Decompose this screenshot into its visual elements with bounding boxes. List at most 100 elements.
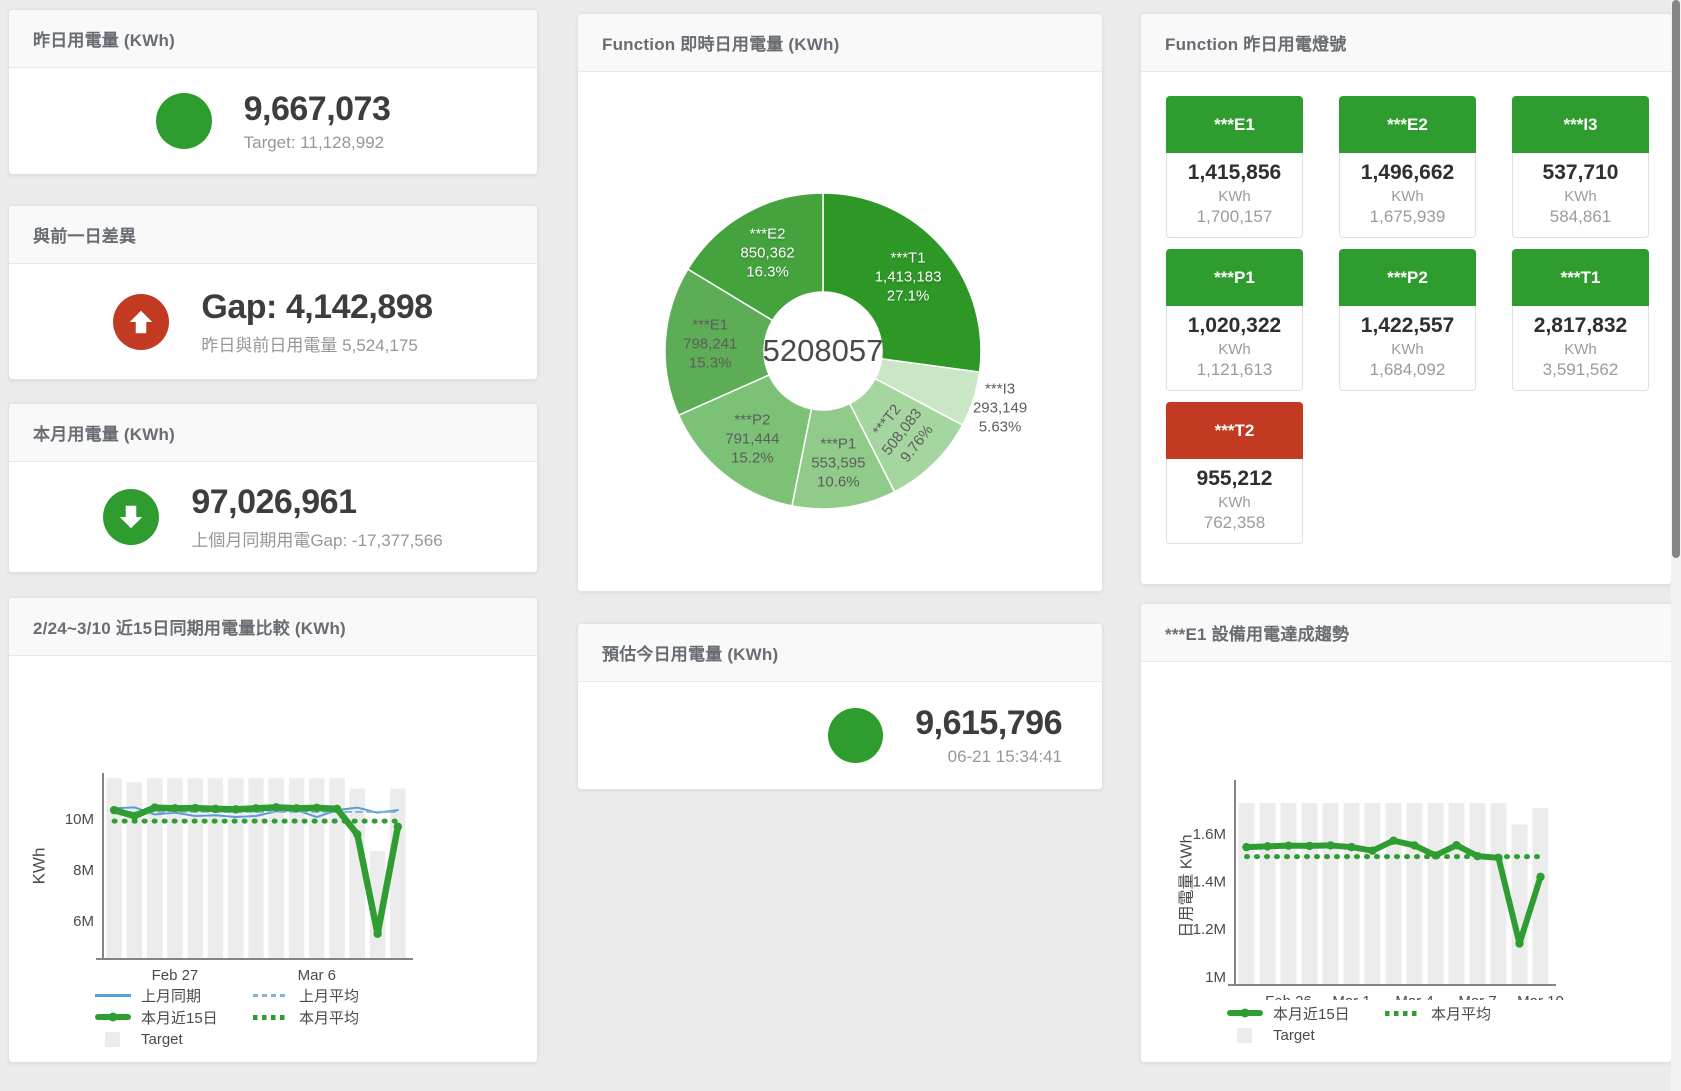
stat-body: Gap: 4,142,898 昨日與前日用電量 5,524,175 xyxy=(9,264,537,379)
scrollbar-track[interactable] xyxy=(1671,0,1681,1091)
tile-target: 1,700,157 xyxy=(1196,207,1273,226)
panel-yesterday-usage: 昨日用電量 (KWh) 9,667,073 Target: 11,128,992 xyxy=(8,9,538,175)
panel-compare-chart: 2/24~3/10 近15日同期用電量比較 (KWh) 6M 8M 10M Feb 2… xyxy=(8,597,538,1063)
status-tile-E2[interactable]: ***E2 1,496,662 KWh 1,675,939 xyxy=(1339,96,1476,238)
tile-value: 1,415,856 xyxy=(1187,161,1282,184)
stat-timestamp: 06-21 15:34:41 xyxy=(947,747,1062,766)
svg-text:Mar 10: Mar 10 xyxy=(1517,993,1564,1000)
legend-item[interactable]: 本月近15日 xyxy=(1227,1002,1385,1024)
panel-e1-trend: ***E1 設備用電達成趨勢 1M 1.2M 1.4M 1.6M Feb 26 Mar 1… xyxy=(1140,603,1672,1063)
tile-target: 1,121,613 xyxy=(1196,360,1273,379)
status-tile-P1[interactable]: ***P1 1,020,322 KWh 1,121,613 xyxy=(1166,249,1303,391)
y-axis-label: KWh xyxy=(29,847,49,885)
tile-unit: KWh xyxy=(1564,188,1597,205)
compare-line-chart[interactable]: 6M 8M 10M Feb 27 Mar 6 xyxy=(9,598,539,984)
svg-text:Mar 7: Mar 7 xyxy=(1458,993,1496,1000)
svg-text:1.6M: 1.6M xyxy=(1193,826,1226,843)
legend-swatch-box-icon xyxy=(1237,1027,1252,1043)
tile-header: ***T1 xyxy=(1512,249,1649,306)
tile-target: 584,861 xyxy=(1549,207,1612,226)
svg-text:1.4M: 1.4M xyxy=(1193,874,1226,891)
legend-item[interactable]: 本月平均 xyxy=(1385,1002,1543,1024)
donut-chart[interactable]: ***T1 1,413,183 27.1% ***I3 293,149 5.63% ***T… xyxy=(578,72,1104,592)
tile-target: 1,675,939 xyxy=(1369,207,1446,226)
panel-header: Function 昨日用電燈號 xyxy=(1141,14,1671,72)
legend-swatch-dash-icon xyxy=(253,993,289,997)
legend-label: 本月平均 xyxy=(299,1009,360,1027)
stat-body: 97,026,961 上個月同期用電Gap: -17,377,566 xyxy=(9,462,537,572)
svg-text:6M: 6M xyxy=(73,913,94,930)
status-tile-T2[interactable]: ***T2 955,212 KWh 762,358 xyxy=(1166,402,1303,544)
green-status-circle-icon xyxy=(155,93,212,149)
panel-title: 與前一日差異 xyxy=(33,227,137,246)
panel-header: 昨日用電量 (KWh) xyxy=(9,10,537,68)
stat-body: 9,667,073 Target: 11,128,992 xyxy=(9,68,537,174)
status-tile-T1[interactable]: ***T1 2,817,832 KWh 3,591,562 xyxy=(1512,249,1649,391)
tiles-grid: ***E1 1,415,856 KWh 1,700,157 ***E2 1,496,662… xyxy=(1166,96,1649,544)
panel-header: 與前一日差異 xyxy=(9,206,537,264)
tile-body: 2,817,832 KWh 3,591,562 xyxy=(1512,306,1649,391)
svg-text:8M: 8M xyxy=(73,862,94,879)
status-tile-P2[interactable]: ***P2 1,422,557 KWh 1,684,092 xyxy=(1339,249,1476,391)
legend-item[interactable]: 本月平均 xyxy=(253,1006,411,1028)
svg-text:Mar 1: Mar 1 xyxy=(1332,993,1370,1000)
panel-header: 本月用電量 (KWh) xyxy=(9,404,537,462)
tile-value: 537,710 xyxy=(1542,161,1619,184)
svg-text:Mar 6: Mar 6 xyxy=(298,967,336,984)
legend-label: 本月平均 xyxy=(1431,1005,1492,1023)
chart-legend: 本月近15日 本月平均 Target xyxy=(1227,1002,1557,1046)
panel-title: 昨日用電量 (KWh) xyxy=(33,31,175,50)
status-tile-I3[interactable]: ***I3 537,710 KWh 584,861 xyxy=(1512,96,1649,238)
legend-label: 上月平均 xyxy=(299,987,360,1005)
donut-svg[interactable] xyxy=(578,72,1104,592)
svg-text:Mar 4: Mar 4 xyxy=(1395,993,1433,1000)
panel-header: 預估今日用電量 (KWh) xyxy=(578,624,1102,682)
panel-header: 2/24~3/10 近15日同期用電量比較 (KWh) xyxy=(9,598,537,656)
legend-swatch-dots-icon xyxy=(253,1014,289,1020)
legend-label: Target xyxy=(1273,1026,1315,1044)
panel-title: Function 即時日用電量 (KWh) xyxy=(602,35,840,54)
panel-title: Function 昨日用電燈號 xyxy=(1165,35,1347,54)
legend-swatch-line-icon xyxy=(95,993,131,997)
tile-header: ***E2 xyxy=(1339,96,1476,153)
tile-value: 1,020,322 xyxy=(1187,314,1282,337)
tile-unit: KWh xyxy=(1391,341,1424,358)
green-status-circle-icon xyxy=(828,708,884,763)
donut-slice-E2[interactable] xyxy=(686,192,824,322)
panel-estimate-today: 預估今日用電量 (KWh) 9,615,796 06-21 15:34:41 xyxy=(577,623,1103,790)
tile-value: 955,212 xyxy=(1196,467,1273,490)
tile-unit: KWh xyxy=(1218,341,1251,358)
tile-header: ***I3 xyxy=(1512,96,1649,153)
legend-label: 本月近15日 xyxy=(1273,1005,1350,1023)
tile-target: 3,591,562 xyxy=(1542,360,1619,379)
tile-value: 2,817,832 xyxy=(1533,314,1628,337)
tile-unit: KWh xyxy=(1218,494,1251,511)
legend-item[interactable]: 上月同期 xyxy=(95,984,253,1006)
panel-day-gap: 與前一日差異 Gap: 4,142,898 昨日與前日用電量 5,524,175 xyxy=(8,205,538,380)
panel-title: ***E1 設備用電達成趨勢 xyxy=(1165,625,1350,644)
up-arrow-icon xyxy=(113,293,170,350)
svg-text:1M: 1M xyxy=(1205,969,1226,986)
donut-slice-E1[interactable] xyxy=(664,268,774,417)
legend-item[interactable]: 上月平均 xyxy=(253,984,411,1006)
tile-target: 762,358 xyxy=(1203,513,1266,532)
down-arrow-icon xyxy=(103,489,160,545)
legend-item[interactable]: 本月近15日 xyxy=(95,1006,253,1028)
status-tile-E1[interactable]: ***E1 1,415,856 KWh 1,700,157 xyxy=(1166,96,1303,238)
donut-slice-T1[interactable] xyxy=(822,192,982,373)
scrollbar-thumb[interactable] xyxy=(1672,0,1680,558)
panel-status-tiles: Function 昨日用電燈號 ***E1 1,415,856 KWh 1,700,1… xyxy=(1140,13,1672,585)
trend-line-chart[interactable]: 1M 1.2M 1.4M 1.6M Feb 26 Mar 1 Mar 4 Mar 7 Mar 1… xyxy=(1141,604,1673,1000)
legend-item[interactable]: Target xyxy=(95,1028,253,1050)
donut-center-total: 5208057 xyxy=(762,333,884,368)
legend-label: 上月同期 xyxy=(141,987,202,1005)
tile-body: 955,212 KWh 762,358 xyxy=(1166,459,1303,544)
stat-body: 9,615,796 06-21 15:34:41 xyxy=(578,682,1102,789)
tile-unit: KWh xyxy=(1218,188,1251,205)
svg-text:Feb 26: Feb 26 xyxy=(1265,993,1312,1000)
donut-slice-P2[interactable] xyxy=(677,373,813,507)
tile-value: 1,496,662 xyxy=(1360,161,1455,184)
legend-item[interactable]: Target xyxy=(1227,1024,1385,1046)
svg-text:1.2M: 1.2M xyxy=(1193,921,1226,938)
